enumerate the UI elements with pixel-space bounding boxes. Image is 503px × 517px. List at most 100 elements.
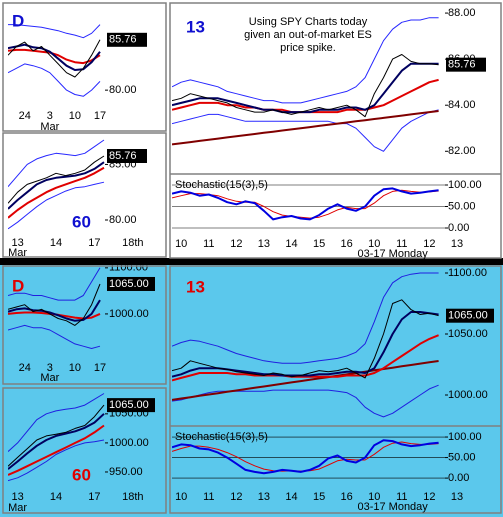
- chart-title: D: [12, 276, 24, 295]
- annotation: price spike.: [280, 42, 336, 54]
- series-line: [8, 404, 105, 467]
- y-tick-label: 50.00: [448, 200, 476, 212]
- y-tick-label: 1000.00: [109, 308, 149, 320]
- last-value-box: [446, 308, 494, 323]
- last-value-label: 1065.00: [109, 278, 149, 290]
- x-tick-label: 13: [258, 238, 270, 250]
- series-line: [8, 181, 105, 230]
- divider: [0, 258, 503, 265]
- x-tick-label: 14: [50, 237, 62, 249]
- last-value-box: [107, 276, 155, 291]
- last-value-box: [107, 398, 155, 413]
- x-tick-label: 11: [203, 238, 214, 250]
- series-line: [8, 139, 105, 188]
- y-tick-label: 100.00: [448, 431, 482, 443]
- x-sublabel: 03-17 Monday: [357, 248, 428, 260]
- x-tick-label: 16: [341, 491, 353, 503]
- x-tick-label: 11: [203, 491, 214, 503]
- series-line: [8, 413, 105, 470]
- x-tick-label: 3: [47, 110, 53, 122]
- x-tick-label: 14: [285, 238, 297, 250]
- last-value-box: [446, 57, 486, 72]
- x-sublabel: Mar: [40, 372, 59, 384]
- series-line: [172, 299, 439, 379]
- series-line: [172, 110, 439, 146]
- series-line: [8, 267, 101, 301]
- y-tick-label: 1100.00: [448, 267, 487, 279]
- y-tick-label: 80.00: [109, 214, 137, 226]
- y-tick-label: 88.00: [448, 7, 476, 19]
- panel-frame: [2, 265, 167, 385]
- y-tick-label: 1100.00: [109, 262, 148, 274]
- x-tick-label: 18th: [122, 237, 143, 249]
- last-value-label: 85.76: [448, 59, 476, 71]
- series-line: [8, 324, 101, 349]
- panel-frame: [2, 387, 167, 514]
- x-tick-label: 10: [175, 238, 187, 250]
- x-tick-label: 11: [396, 491, 407, 503]
- series-line: [172, 334, 439, 382]
- series-line: [8, 43, 101, 71]
- series-line: [8, 161, 105, 210]
- y-tick-label: 950.00: [109, 466, 143, 478]
- series-line: [8, 393, 105, 452]
- series-line: [8, 439, 105, 482]
- series-line: [8, 424, 105, 476]
- y-tick-label: 1000.00: [109, 437, 149, 449]
- chart-title: 60: [72, 465, 91, 484]
- x-tick-label: 12: [423, 491, 435, 503]
- series-line: [8, 155, 105, 204]
- last-value-label: 1065.00: [448, 310, 488, 322]
- x-tick-label: 17: [88, 491, 100, 503]
- x-tick-label: 14: [285, 491, 297, 503]
- last-value-label: 85.76: [109, 34, 137, 46]
- x-tick-label: 13: [258, 491, 270, 503]
- x-tick-label: 16: [341, 238, 353, 250]
- chart-title: Stochastic(15(3),5): [175, 179, 268, 191]
- x-tick-label: 10: [69, 362, 81, 374]
- panel-frame: [2, 132, 167, 258]
- x-tick-label: 13: [451, 238, 463, 250]
- series-line: [172, 189, 439, 219]
- x-sublabel: Mar: [8, 247, 27, 259]
- chart-title: D: [12, 11, 24, 30]
- last-value-box: [107, 149, 147, 163]
- series-line: [172, 187, 439, 221]
- x-tick-label: 15: [313, 491, 325, 503]
- annotation: Using SPY Charts today: [249, 16, 368, 28]
- series-line: [172, 272, 439, 364]
- x-tick-label: 18th: [122, 491, 143, 503]
- chart-title: 13: [186, 277, 205, 296]
- series-line: [8, 283, 101, 326]
- series-line: [8, 24, 101, 39]
- x-tick-label: 17: [94, 110, 106, 122]
- x-tick-label: 10: [175, 491, 187, 503]
- panel-frame: [2, 2, 167, 132]
- x-tick-label: 24: [19, 110, 31, 122]
- y-tick-label: 80.00: [109, 84, 137, 96]
- chart-title: 13: [186, 17, 205, 36]
- y-tick-label: 100.00: [448, 179, 482, 191]
- series-line: [172, 17, 439, 104]
- x-tick-label: 10: [368, 491, 380, 503]
- x-sublabel: 03-17 Monday: [357, 501, 428, 513]
- series-line: [8, 39, 101, 78]
- series-line: [172, 54, 439, 118]
- last-value-label: 85.76: [109, 150, 137, 162]
- x-tick-label: 10: [368, 238, 380, 250]
- last-value-box: [107, 32, 147, 47]
- series-line: [8, 166, 105, 219]
- x-tick-label: 15: [313, 238, 325, 250]
- x-tick-label: 17: [88, 237, 100, 249]
- y-tick-label: 84.00: [448, 99, 476, 111]
- series-line: [172, 62, 439, 114]
- series-line: [8, 63, 101, 97]
- x-sublabel: Mar: [8, 502, 27, 514]
- x-tick-label: 17: [94, 362, 106, 374]
- x-tick-label: 24: [19, 362, 31, 374]
- y-tick-label: 0.00: [448, 222, 469, 234]
- x-tick-label: 3: [47, 362, 53, 374]
- series-line: [172, 439, 439, 475]
- series-line: [172, 384, 439, 418]
